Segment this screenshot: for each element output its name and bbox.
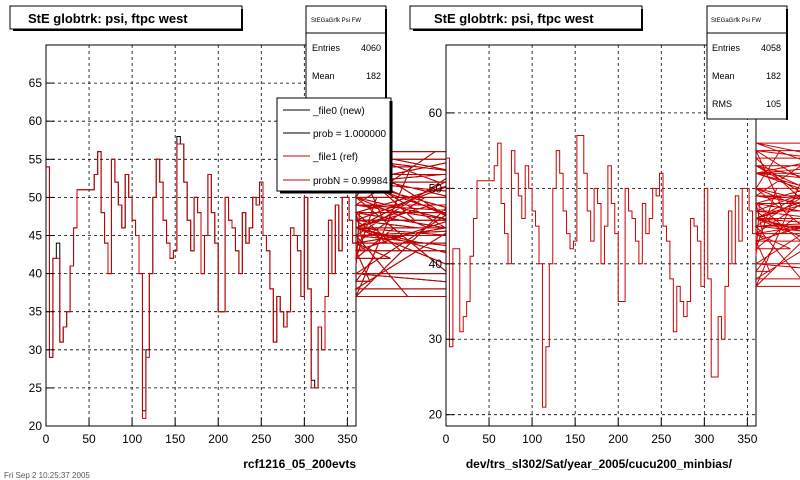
left-stat-value-entries: 4060: [361, 43, 381, 53]
left-xtick-label-350: 350: [337, 432, 357, 446]
right-stat-value-rms: 105: [766, 99, 781, 109]
left-xtick-label-300: 300: [294, 432, 314, 446]
left-xtick-label-150: 150: [165, 432, 185, 446]
legend-label-prob: prob = 1.000000: [313, 129, 387, 140]
left-ytick-label-40: 40: [29, 267, 43, 281]
left-stats-box: [305, 5, 387, 99]
right-panel: 0 50 100 150 200 250 300 350 20 30 40 50 60 StE glob…: [409, 5, 800, 471]
right-xtick-label-250: 250: [651, 432, 671, 446]
left-title: StE globtrk: psi, ftpc west: [28, 11, 188, 26]
right-ytick-label-30: 30: [429, 332, 443, 346]
left-ytick-label-30: 30: [29, 343, 43, 357]
left-ytick-label-25: 25: [29, 381, 43, 395]
right-title: StE globtrk: psi, ftpc west: [434, 11, 594, 26]
right-xtick-label-350: 350: [737, 432, 757, 446]
left-ytick-label-65: 65: [29, 76, 43, 90]
right-xtick-label-50: 50: [482, 432, 496, 446]
left-stat-value-mean: 182: [366, 71, 381, 81]
right-ytick-label-50: 50: [429, 181, 443, 195]
left-stat-label-mean: Mean: [312, 71, 335, 81]
right-stat-value-mean: 182: [766, 71, 781, 81]
legend-label-file1: _file1 (ref): [312, 152, 358, 163]
right-ytick-label-60: 60: [429, 106, 443, 120]
left-xtick-label-200: 200: [208, 432, 228, 446]
left-ytick-label-55: 55: [29, 152, 43, 166]
right-stat-label-rms: RMS: [712, 99, 732, 109]
left-ytick-label-60: 60: [29, 114, 43, 128]
left-xtick-label-50: 50: [82, 432, 96, 446]
legend-box: [276, 97, 392, 192]
footer-timestamp: Fri Sep 2 10:25:37 2005: [4, 471, 90, 480]
left-stat-label-entries: Entries: [312, 43, 341, 53]
left-stats-header: StEGaGrfk Psi FW: [311, 18, 361, 24]
right-xtick-label-100: 100: [522, 432, 542, 446]
left-ytick-label-50: 50: [29, 190, 43, 204]
right-stats-header: StEGaGrfk Psi FW: [711, 18, 761, 24]
left-xtick-label-100: 100: [122, 432, 142, 446]
left-ytick-label-35: 35: [29, 305, 43, 319]
left-ytick-label-20: 20: [29, 419, 43, 433]
left-xtick-label-0: 0: [43, 432, 50, 446]
right-plot: [446, 135, 800, 408]
right-xtick-label-300: 300: [694, 432, 714, 446]
right-ytick-label-40: 40: [429, 257, 443, 271]
left-ytick-label-45: 45: [29, 229, 43, 243]
legend-label-probn: probN = 0.99984: [313, 176, 388, 187]
left-panel: 0 50 100 150 200 250 300 3502025303540455055606…: [9, 5, 546, 471]
right-stat-label-mean: Mean: [712, 71, 735, 81]
right-stat-value-entries: 4058: [761, 43, 781, 53]
right-xtick-label-200: 200: [608, 432, 628, 446]
right-stat-label-entries: Entries: [712, 43, 741, 53]
right-x-caption: dev/trs_sl302/Sat/year_2005/cucu200_minb…: [466, 457, 733, 471]
left-axis-ticks: 0 50 100 150 200 250 300 350 20 25 30 35 40 45 50 55 60 6…: [29, 76, 358, 446]
legend-label-file0: _file0 (new): [312, 106, 365, 117]
right-xtick-label-150: 150: [565, 432, 585, 446]
right-xtick-label-0: 0: [443, 432, 450, 446]
right-ytick-label-20: 20: [429, 408, 443, 422]
left-x-caption: rcf1216_05_200evts: [243, 457, 356, 471]
right-axis-ticks: 0 50 100 150 200 250 300 350 20 30 40 50 60: [429, 106, 758, 446]
right-series-file1-ref: [446, 135, 800, 408]
left-xtick-label-250: 250: [251, 432, 271, 446]
